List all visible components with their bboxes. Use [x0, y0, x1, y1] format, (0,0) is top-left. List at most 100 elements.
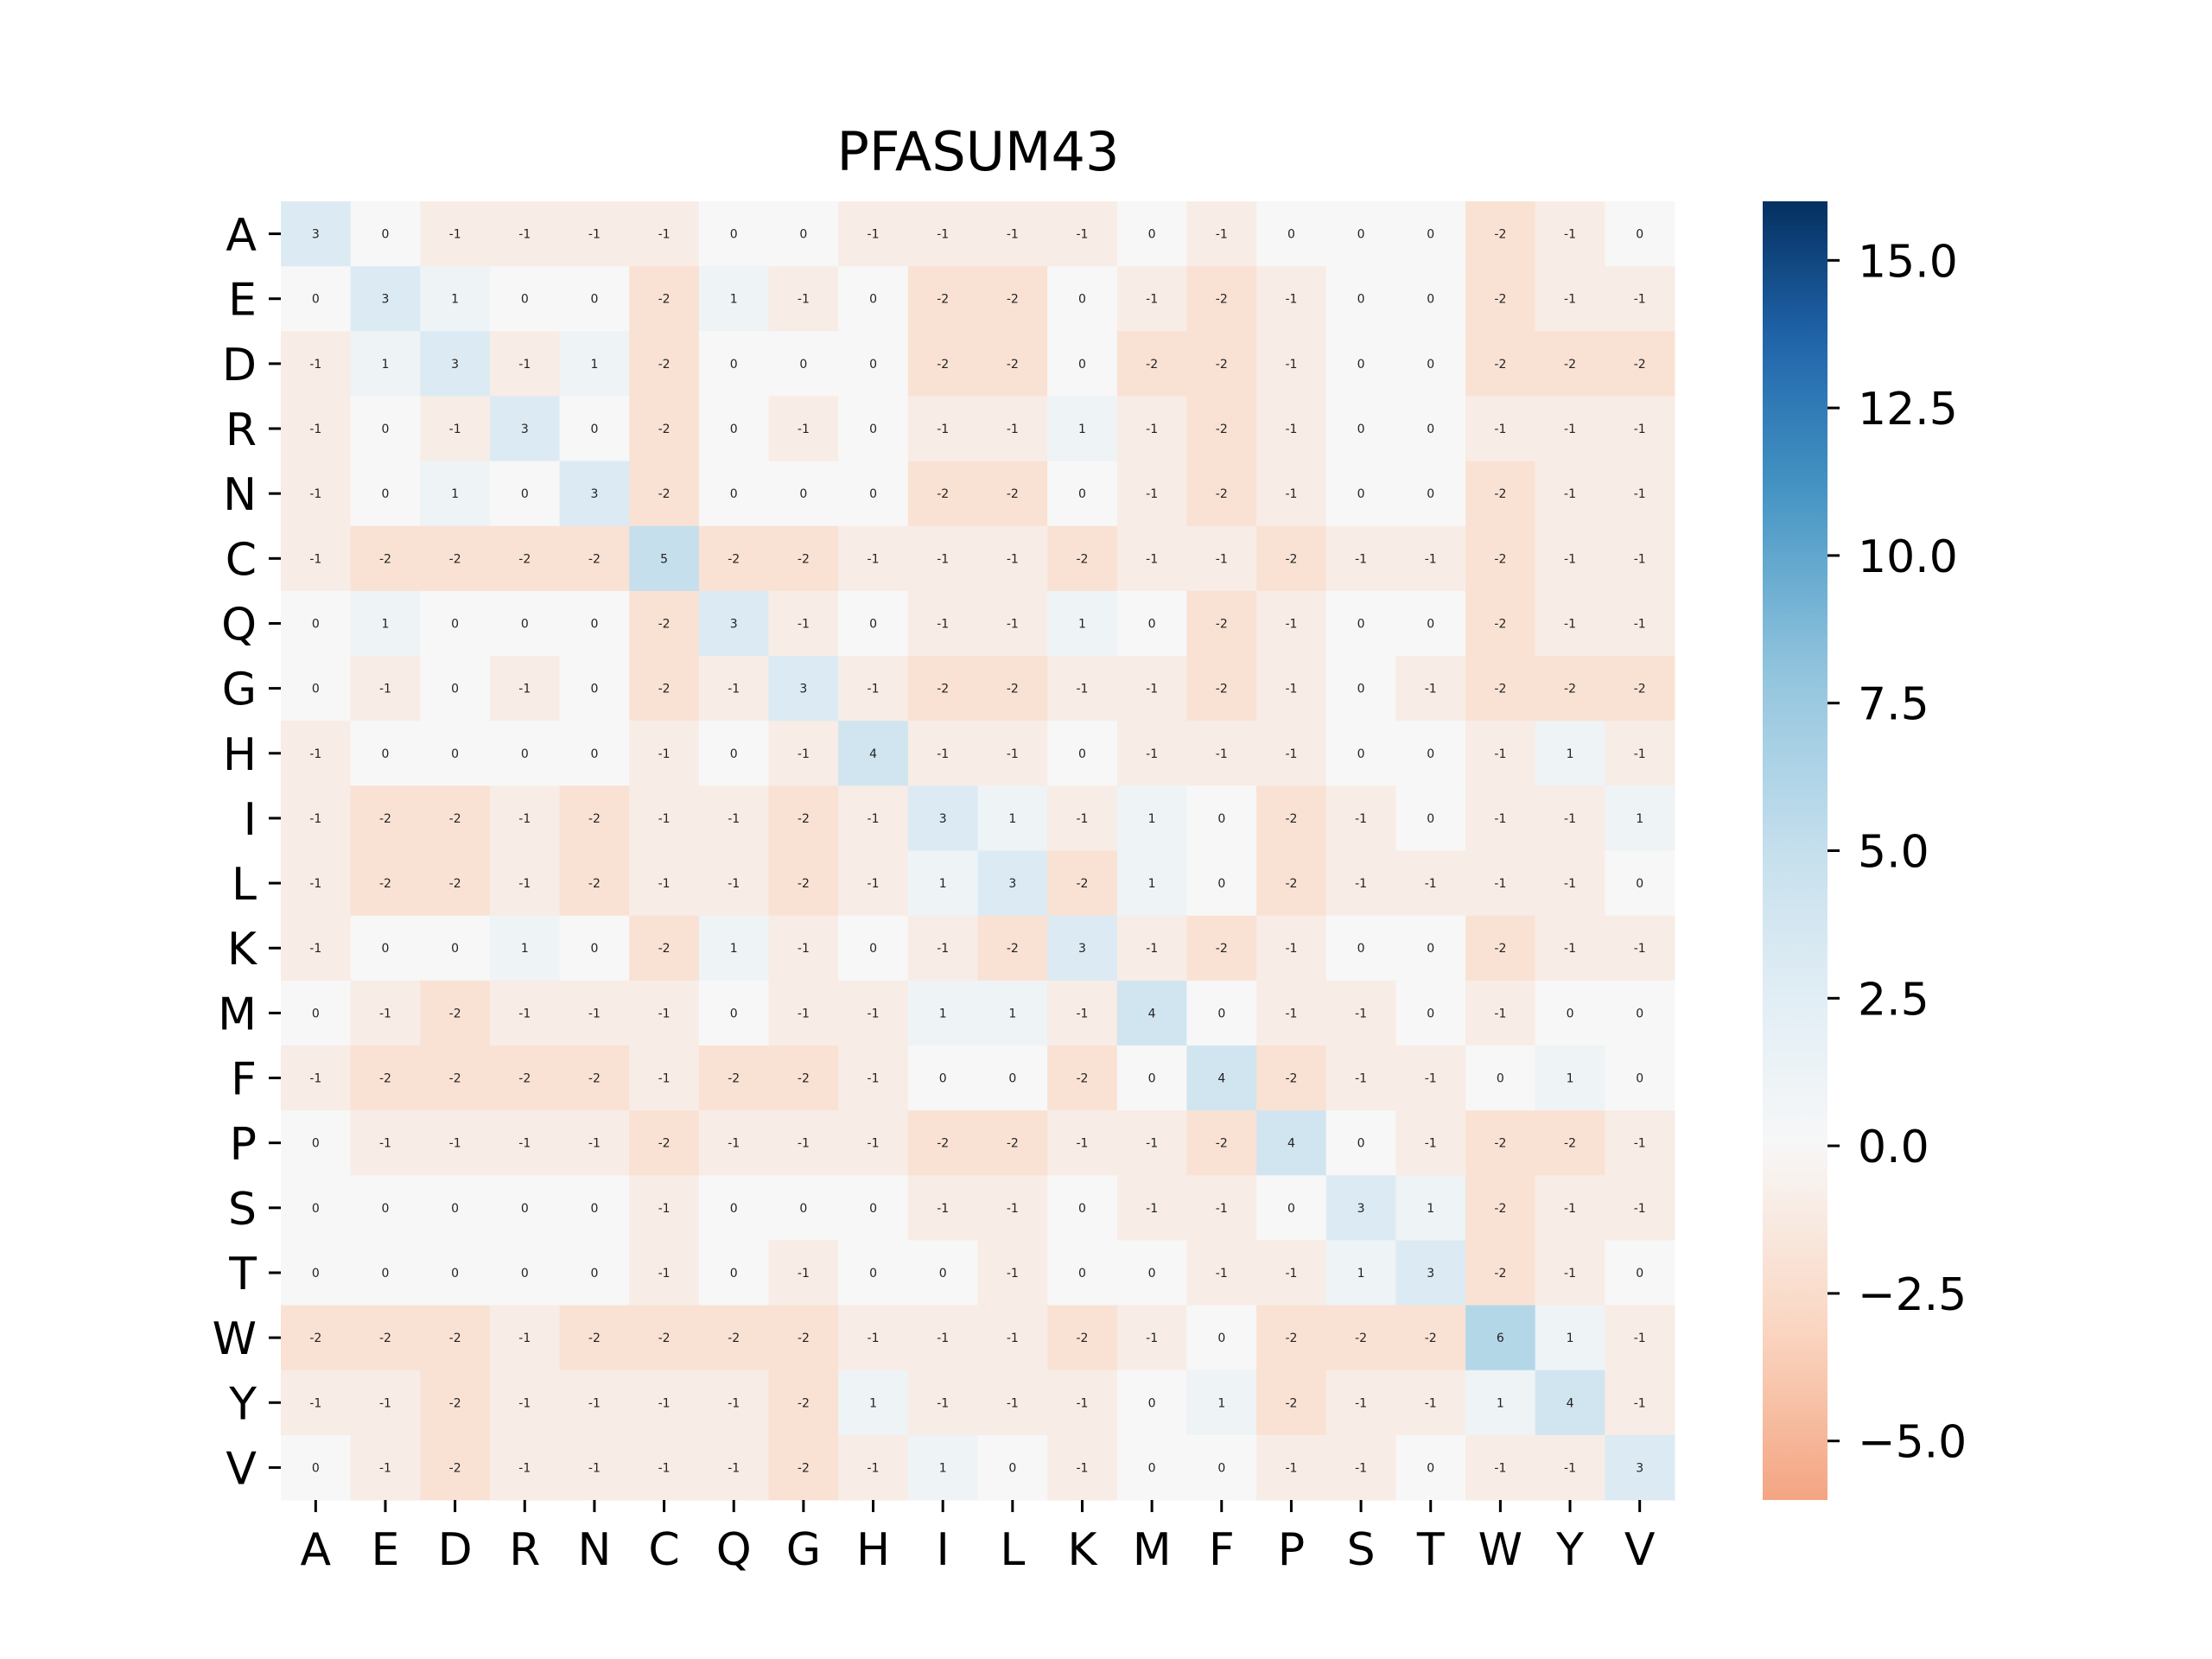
cell-value-label: 0 [1357, 487, 1365, 501]
cell-value-label: -1 [937, 228, 949, 242]
heatmap-cell [1395, 1045, 1466, 1111]
heatmap-cell [1465, 1370, 1536, 1436]
heatmap-cell [1325, 1045, 1396, 1111]
heatmap-cell [559, 785, 630, 851]
heatmap-cell [1535, 266, 1605, 332]
cell-value-label: 3 [451, 358, 459, 372]
heatmap-cell [1535, 915, 1605, 982]
heatmap-cell [629, 266, 700, 332]
heatmap-cell [977, 266, 1048, 332]
cell-value-label: -1 [937, 1396, 949, 1410]
cell-value-label: 0 [1427, 1007, 1434, 1020]
cell-value-label: 0 [1078, 293, 1086, 307]
cell-value-label: 0 [1078, 747, 1086, 761]
heatmap-cell [977, 1370, 1048, 1436]
cell-value-label: 1 [1217, 1396, 1225, 1410]
heatmap-cell [629, 980, 700, 1046]
heatmap-cell [489, 980, 561, 1046]
heatmap-cell [907, 721, 978, 786]
cell-value-label: 0 [1636, 1267, 1643, 1281]
heatmap-cell [489, 1305, 561, 1371]
heatmap-cell [1535, 396, 1605, 462]
cell-value-label: 0 [521, 1267, 529, 1281]
heatmap-cell [420, 1240, 491, 1306]
heatmap-cell [1465, 915, 1536, 982]
heatmap-cell [1465, 461, 1536, 527]
heatmap-cell [281, 396, 352, 462]
cell-value-label: -1 [1355, 1461, 1367, 1475]
heatmap-cell [559, 1434, 630, 1501]
heatmap-cell [420, 915, 491, 982]
cell-value-label: 1 [1357, 1267, 1365, 1281]
cell-value-label: -1 [1564, 877, 1576, 891]
cell-value-label: 0 [1148, 228, 1156, 242]
heatmap-cell [1116, 1045, 1187, 1111]
heatmap-cell [838, 396, 909, 462]
cell-value-label: -2 [1494, 1137, 1506, 1151]
heatmap-cell [1256, 590, 1327, 657]
cell-value-label: 0 [1427, 293, 1434, 307]
cell-value-label: -1 [1634, 942, 1646, 956]
heatmap-cell [1186, 980, 1257, 1046]
heatmap-cell [1395, 1240, 1466, 1306]
cell-value-label: -1 [1564, 293, 1576, 307]
heatmap-cell [281, 1305, 352, 1371]
cell-value-label: -1 [1564, 487, 1576, 501]
heatmap-cell [768, 1434, 839, 1501]
heatmap-cell [698, 201, 770, 267]
cell-value-label: -1 [1146, 942, 1158, 956]
cell-value-label: 0 [590, 423, 598, 436]
cell-value-label: -2 [1285, 1332, 1297, 1345]
cell-value-label: -2 [379, 812, 391, 826]
heatmap-cell [629, 1110, 700, 1176]
cell-value-label: -2 [588, 552, 601, 566]
cell-value-label: -1 [868, 1072, 880, 1086]
cell-value-label: -1 [1425, 1396, 1437, 1410]
heatmap-cell [1116, 525, 1187, 592]
heatmap-cell [350, 915, 421, 982]
cell-value-label: 0 [451, 1202, 459, 1216]
cell-value-label: -1 [798, 617, 810, 631]
y-tick-label: W [213, 1313, 257, 1365]
heatmap-cell [907, 1175, 978, 1241]
cell-value-label: -2 [1076, 1072, 1088, 1086]
heatmap-cell [1535, 980, 1605, 1046]
heatmap-cell [1605, 850, 1675, 917]
cell-value-label: -2 [798, 1072, 810, 1086]
heatmap-cell [1325, 266, 1396, 332]
cell-value-label: -1 [1494, 812, 1506, 826]
x-tick-label: T [1416, 1524, 1445, 1576]
cell-value-label: 1 [939, 1461, 947, 1475]
heatmap-cell [1256, 525, 1327, 592]
heatmap-cell [1465, 1240, 1536, 1306]
heatmap-cell [1325, 656, 1396, 721]
cell-value-label: -1 [728, 1396, 740, 1410]
cell-value-label: 0 [590, 683, 598, 696]
heatmap-cell [1047, 525, 1118, 592]
y-tick-label: C [226, 534, 257, 586]
heatmap-cell [1186, 266, 1257, 332]
cell-value-label: -1 [1355, 552, 1367, 566]
cell-value-label: 0 [382, 228, 390, 242]
x-tick-label: L [1000, 1524, 1025, 1576]
heatmap-cell [977, 980, 1048, 1046]
heatmap-cell [1256, 1045, 1327, 1111]
cell-value-label: 0 [1148, 617, 1156, 631]
cell-value-label: -1 [518, 358, 531, 372]
cell-value-label: -2 [728, 552, 740, 566]
heatmap-cell [1465, 590, 1536, 657]
cell-value-label: 0 [1427, 1461, 1434, 1475]
heatmap-cell [838, 1045, 909, 1111]
cell-value-label: -2 [1216, 358, 1228, 372]
cell-value-label: -2 [449, 1461, 461, 1475]
y-tick-label: Y [228, 1378, 257, 1430]
cell-value-label: 0 [382, 423, 390, 436]
cell-value-label: 0 [1148, 1267, 1156, 1281]
heatmap-cell [698, 331, 770, 397]
cell-value-label: 0 [590, 1267, 598, 1281]
colorbar-tick-label: 2.5 [1858, 974, 1929, 1026]
cell-value-label: 0 [451, 747, 459, 761]
heatmap-cell [1186, 525, 1257, 592]
heatmap-cell [698, 1240, 770, 1306]
heatmap-cell [838, 266, 909, 332]
